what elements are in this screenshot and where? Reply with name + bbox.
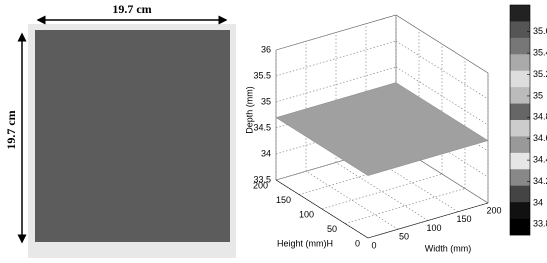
colorbar-tick-label: 34.2 [533, 176, 547, 186]
colorbar-band [510, 38, 530, 55]
y-tick-label: 50 [327, 224, 337, 234]
x-tick-label: 150 [456, 214, 471, 224]
x-tick-label: 200 [486, 205, 501, 215]
colorbar-tick-label: 35 [533, 90, 543, 100]
figure: 19.7 cm 19.7 cm Height (mm)H Width (mm) … [0, 0, 547, 263]
colorbar-band [510, 104, 530, 121]
colorbar-band [510, 153, 530, 170]
colorbar-tick-label: 34.8 [533, 112, 547, 122]
z-tick-label: 35 [261, 96, 271, 106]
y-tick-label: 0 [355, 238, 360, 248]
colorbar-band [510, 186, 530, 203]
z-tick-label: 33.5 [253, 174, 271, 184]
colorbar-band [510, 5, 530, 22]
y-tick-label: 100 [299, 209, 314, 219]
x-tick-label: 100 [426, 223, 441, 233]
y-tick-label: 150 [276, 195, 291, 205]
colorbar-tick-label: 34.6 [533, 133, 547, 143]
grid-line [306, 171, 398, 229]
colorbar-band [510, 87, 530, 104]
y-axis-label: Height (mm)H [277, 238, 333, 248]
z-tick-label: 34 [261, 148, 271, 158]
height-label: 19.7 cm [4, 110, 18, 149]
colorbar-tick-label: 34 [533, 197, 543, 207]
width-label: 19.7 cm [112, 2, 151, 16]
tile-photo [35, 30, 230, 242]
z-tick-label: 34.5 [253, 122, 271, 132]
colorbar-tick-label: 35.4 [533, 48, 547, 58]
x-axis-label: Width (mm) [425, 243, 472, 253]
colorbar-tick-label: 33.8 [533, 219, 547, 229]
colorbar-band [510, 21, 530, 38]
x-tick-label: 50 [399, 232, 409, 242]
colorbar-band [510, 54, 530, 71]
y-axis [276, 180, 368, 238]
colorbar-band [510, 169, 530, 186]
colorbar-band [510, 71, 530, 88]
colorbar-tick-label: 35.2 [533, 69, 547, 79]
z-tick-label: 36 [261, 44, 271, 54]
colorbar-band [510, 219, 530, 236]
grid-line [345, 189, 465, 224]
surface [276, 83, 488, 176]
z-tick-label: 35.5 [253, 70, 271, 80]
colorbar-band [510, 202, 530, 219]
colorbar-tick-label: 35.6 [533, 26, 547, 36]
colorbar-tick-label: 34.4 [533, 154, 547, 164]
x-tick-label: 0 [371, 240, 376, 250]
grid-line [396, 41, 488, 99]
colorbar-band [510, 120, 530, 137]
grid-line [322, 174, 442, 209]
